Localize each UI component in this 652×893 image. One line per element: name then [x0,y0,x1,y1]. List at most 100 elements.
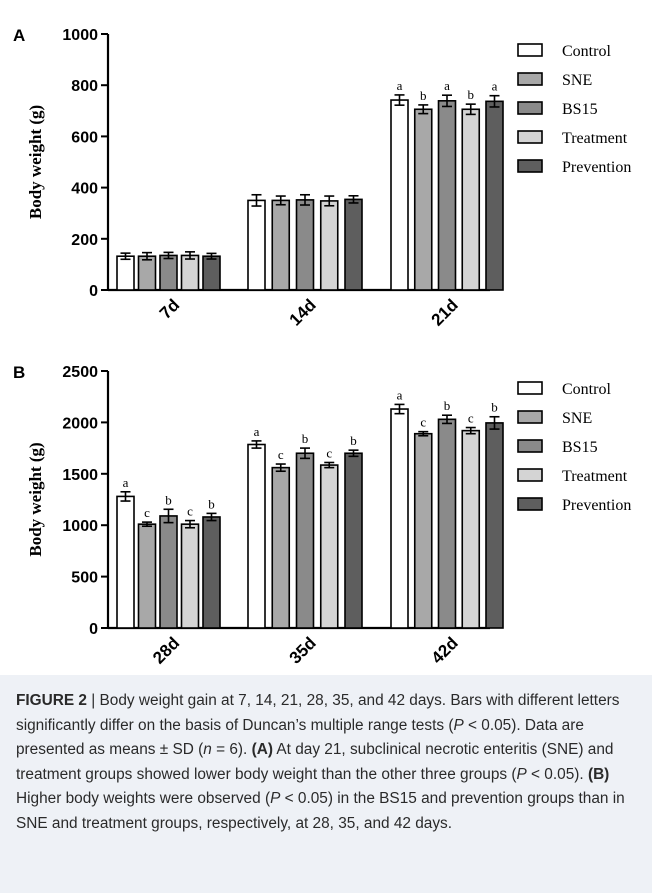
sig-letter-b-42d-3: b [444,398,451,413]
bar-a-7d-4 [180,254,200,291]
legend-swatch-a-1 [517,43,543,57]
y-tick-label-b-4: 2000 [62,415,98,432]
caption-text-3: = 6). [211,741,252,759]
y-tick-label-a-3: 600 [71,129,98,146]
caption-p-2: P [516,765,527,783]
legend-label-b-1: Control [562,381,611,398]
sig-letter-a-21d-3: a [444,78,450,93]
sig-letter-b-42d-2: c [420,415,426,430]
panel-label-b: B [13,363,25,382]
legend-label-a-5: Prevention [562,159,631,176]
legend-label-b-2: SNE [562,410,592,427]
caption-text-4: At day 21, subclinical necrotic enteriti… [16,741,614,783]
legend-swatch-b-4 [517,468,543,482]
bar-b-35d-3 [295,452,315,629]
legend-label-a-4: Treatment [562,130,628,147]
x-tick-label-a-7d: 7d [156,295,183,322]
caption-p-3: P [270,790,281,808]
caption-panel-a-label: (A) [251,741,273,759]
sig-letter-b-28d-4: c [187,504,193,519]
bar-a-21d-1 [390,99,409,291]
caption-text-1: Body weight gain at 7, 14, 21, 28, 35, a… [16,692,620,734]
bar-a-21d-5 [485,100,504,291]
bar-a-7d-1 [116,255,135,291]
sig-letter-b-42d-5: b [491,400,498,415]
legend-label-b-4: Treatment [562,468,628,485]
y-tick-label-b-3: 1500 [62,467,98,484]
legend-swatch-a-3 [517,101,543,115]
caption-text-2: < 0.05). Data are presented as means ± S… [16,716,584,759]
bar-b-35d-1 [247,443,266,629]
caption-panel-b-label: (B) [587,765,610,783]
bar-b-35d-2 [271,466,291,629]
caption-text-5: < 0.05). [526,765,588,783]
sig-letter-b-35d-4: c [326,445,332,460]
x-tick-label-b-42d: 42d [428,633,462,667]
bar-a-7d-3 [159,254,178,291]
legend-swatch-a-2 [517,72,543,86]
bar-a-14d-1 [247,199,266,291]
bar-b-35d-5 [344,452,363,629]
sig-letter-a-21d-2: b [420,88,427,103]
bar-b-28d-3 [159,515,178,629]
x-tick-label-a-21d: 21d [428,295,462,329]
bar-b-42d-3 [437,418,457,629]
bar-b-42d-4 [461,429,481,629]
y-tick-label-a-2: 400 [71,181,98,198]
sig-letter-b-35d-3: b [302,431,309,446]
bar-a-21d-3 [437,100,457,291]
bar-a-7d-2 [137,255,157,291]
y-tick-label-b-1: 500 [71,570,98,587]
sig-letter-b-28d-5: b [208,496,215,511]
legend-label-b-5: Prevention [562,497,631,514]
bar-a-21d-2 [413,108,433,291]
bar-b-42d-5 [485,422,504,629]
y-tick-label-b-2: 1000 [62,518,98,535]
sig-letter-b-42d-4: c [468,411,474,426]
sig-letter-a-21d-1: a [397,78,403,93]
bar-a-21d-4 [461,108,481,291]
bar-b-42d-2 [413,432,433,629]
sig-letter-b-35d-2: c [278,447,284,462]
bar-b-28d-5 [202,516,221,629]
caption-n: n [203,741,212,759]
bar-a-14d-3 [295,199,315,291]
sig-letter-b-28d-3: b [165,492,172,507]
sig-letter-a-21d-5: a [492,79,498,94]
y-tick-label-a-0: 0 [89,283,98,300]
y-tick-label-b-0: 0 [89,621,98,638]
caption-text-7: < 0.05) in the BS15 and prevention group… [16,790,625,832]
caption-figure-label: FIGURE 2 [16,692,87,709]
y-axis-label-b: Body weight (g) [26,442,45,556]
legend-swatch-b-2 [517,410,543,424]
sig-letter-a-21d-4: b [468,87,475,102]
bar-a-14d-2 [271,199,291,291]
caption-text-6: Higher body weights were observed ( [16,790,271,808]
y-tick-label-a-1: 200 [71,232,98,249]
legend-swatch-a-5 [517,159,543,173]
y-tick-label-a-4: 800 [71,78,98,95]
legend-label-b-3: BS15 [562,439,598,456]
y-axis-label-a: Body weight (g) [26,105,45,219]
legend-label-a-3: BS15 [562,101,598,118]
legend-swatch-b-5 [517,497,543,511]
caption-separator: | [86,692,100,709]
figure: A 0 200 400 600 800 1000 Body weight (g) 7d 14d a b… [13,26,631,668]
bar-b-42d-1 [390,408,409,629]
panel-label-a: A [13,26,25,45]
legend-swatch-b-1 [517,381,543,395]
y-tick-label-b-5: 2500 [62,364,98,381]
sig-letter-b-42d-1: a [397,387,403,402]
legend-label-a-2: SNE [562,72,592,89]
sig-letter-b-28d-2: c [144,505,150,520]
bar-a-14d-4 [319,200,339,291]
x-tick-label-b-28d: 28d [149,633,183,667]
bar-a-7d-5 [202,255,221,291]
x-tick-label-b-35d: 35d [286,633,320,667]
bar-b-28d-2 [137,523,157,629]
sig-letter-b-35d-5: b [350,433,357,448]
y-tick-label-a-5: 1000 [62,27,98,44]
legend-swatch-b-3 [517,439,543,453]
bar-b-35d-4 [319,464,339,629]
legend-label-a-1: Control [562,43,611,60]
